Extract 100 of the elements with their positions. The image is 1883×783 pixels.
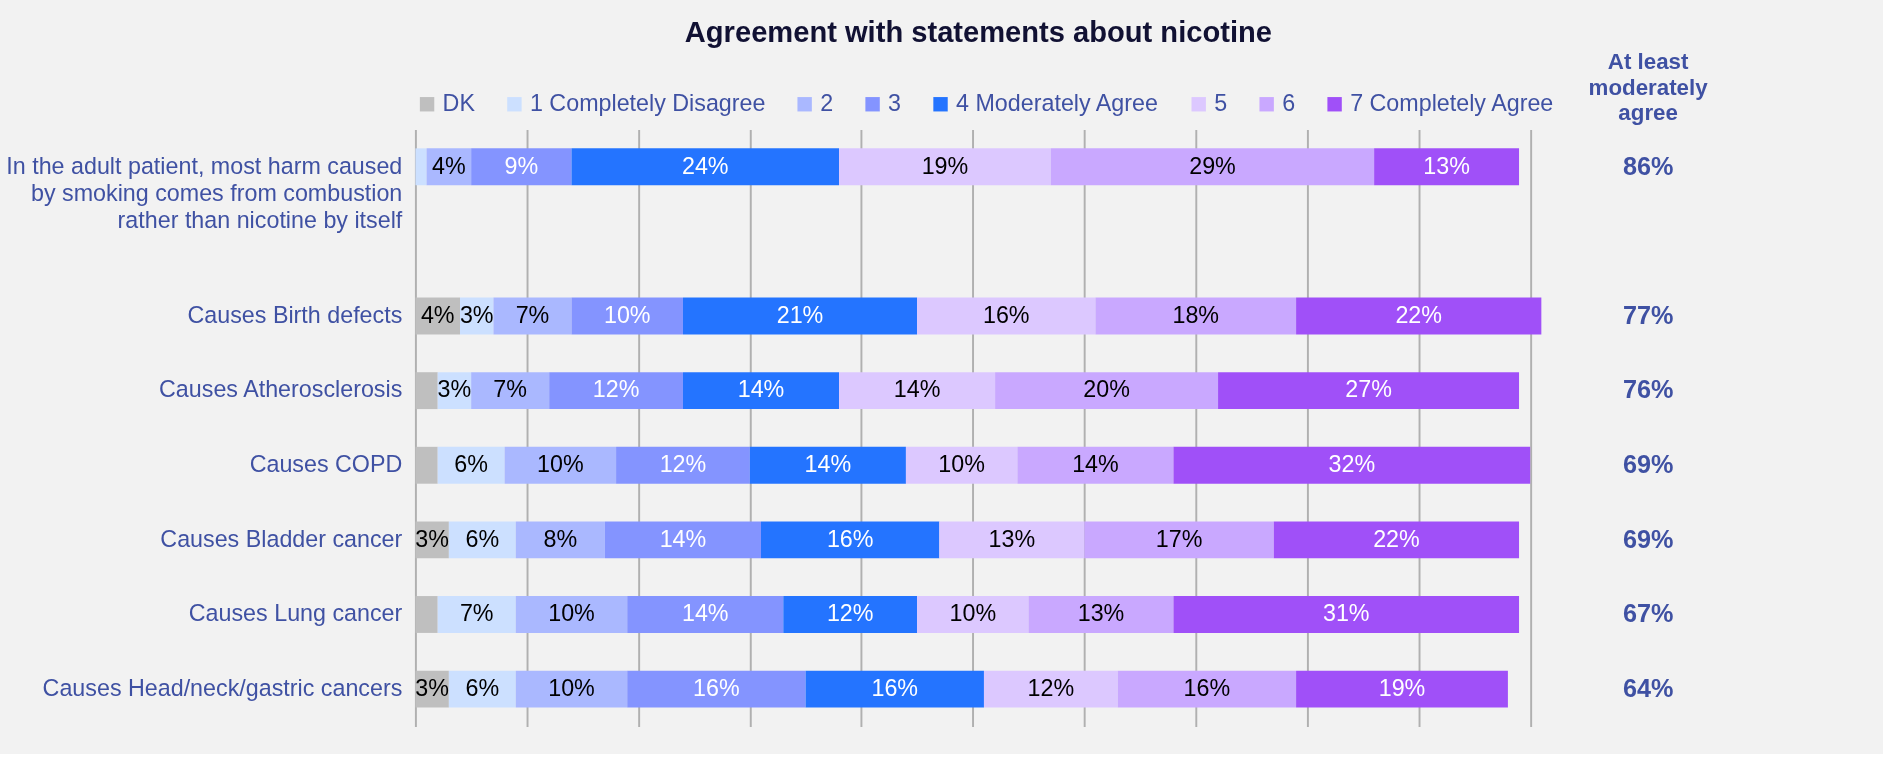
legend-label: 2	[820, 90, 834, 117]
data-label: 14%	[659, 525, 707, 552]
data-label: 22%	[1373, 525, 1420, 552]
bar	[504, 446, 617, 484]
y-tick-label: Causes Lung cancer	[188, 600, 403, 627]
data-label: 21%	[776, 301, 824, 328]
data-label: 9%	[504, 152, 539, 179]
bar	[515, 670, 628, 708]
bar	[471, 148, 572, 186]
text: 69%	[1622, 450, 1674, 479]
data-label: 12%	[1027, 674, 1075, 701]
data-label: 10%	[949, 600, 997, 627]
data-label: 14%	[737, 376, 785, 403]
bar	[437, 596, 516, 633]
text: 76%	[1622, 375, 1674, 404]
data-label: 10%	[938, 451, 985, 478]
data-label: 16%	[693, 674, 740, 701]
bar	[1273, 521, 1520, 559]
data-label: 6%	[454, 451, 488, 478]
bar	[549, 372, 683, 410]
data-label: 14%	[893, 376, 941, 403]
data-label: 3%	[415, 525, 449, 552]
data-label: 29%	[1189, 152, 1236, 179]
data-label: 10%	[548, 600, 595, 627]
text: 64%	[1622, 673, 1674, 702]
bar	[415, 148, 427, 186]
y-tick-label: In the adult patient, most harm caused by smoking comes from combustion rather than nicotine by itself	[6, 152, 403, 233]
bar	[905, 446, 1018, 484]
data-label: 12%	[592, 376, 640, 403]
data-label: 22%	[1395, 301, 1443, 328]
data-label: 4%	[420, 301, 455, 328]
text: 77%	[1622, 300, 1674, 329]
bar	[415, 596, 438, 633]
bar	[1218, 372, 1520, 410]
data-label: 14%	[1072, 451, 1119, 478]
y-tick-label: Causes Bladder cancer	[160, 525, 403, 552]
data-label: 3%	[415, 674, 449, 701]
data-label: 17%	[1155, 525, 1203, 552]
text: At least moderately agree	[1588, 49, 1709, 125]
bar	[415, 446, 438, 484]
data-label: 20%	[1083, 376, 1130, 403]
data-label: 24%	[681, 152, 729, 179]
legend-label: 5	[1214, 90, 1228, 117]
data-label: 12%	[826, 600, 874, 627]
legend-label: 6	[1282, 90, 1296, 117]
bar	[983, 670, 1118, 708]
bar	[627, 670, 806, 708]
data-label: 10%	[537, 451, 584, 478]
bar	[515, 596, 628, 633]
data-label: 32%	[1328, 451, 1376, 478]
data-label: 10%	[548, 674, 595, 701]
data-label: 14%	[804, 451, 852, 478]
data-label: 31%	[1322, 600, 1370, 627]
bar	[616, 446, 750, 484]
data-label: 19%	[1378, 674, 1426, 701]
data-label: 6%	[465, 525, 500, 552]
bar	[1028, 596, 1174, 633]
legend-label: 3	[888, 90, 902, 117]
data-label: 27%	[1345, 376, 1392, 403]
bar	[1374, 148, 1520, 186]
bar	[1296, 670, 1508, 708]
bar	[1296, 297, 1542, 335]
data-label: 6%	[465, 674, 500, 701]
y-tick-label: Causes Head/neck/gastric cancers	[42, 674, 403, 701]
data-label: 19%	[921, 152, 969, 179]
bar	[1017, 446, 1174, 484]
bar	[749, 446, 906, 484]
bar	[515, 521, 605, 559]
data-label: 18%	[1172, 301, 1220, 328]
data-label: 16%	[826, 525, 874, 552]
data-label: 14%	[681, 600, 729, 627]
chart-title: Agreement with statements about nicotine	[684, 16, 1272, 49]
bar	[761, 521, 940, 559]
data-label: 10%	[603, 301, 651, 328]
data-label: 7%	[493, 376, 528, 403]
bar	[839, 372, 996, 410]
bar	[1084, 521, 1274, 559]
bar	[571, 148, 840, 186]
data-label: 13%	[1423, 152, 1470, 179]
y-tick-label: Causes Atherosclerosis	[159, 376, 403, 403]
data-label: 16%	[1183, 674, 1231, 701]
bar	[939, 521, 1085, 559]
bar	[415, 372, 438, 410]
bar	[917, 297, 1096, 335]
legend-label: DK	[442, 90, 476, 117]
data-label: 7%	[515, 301, 550, 328]
bar	[682, 372, 840, 410]
bar	[839, 148, 1051, 186]
data-label: 13%	[988, 525, 1036, 552]
data-label: 12%	[659, 451, 707, 478]
data-label: 3%	[459, 301, 494, 328]
data-label: 16%	[871, 674, 919, 701]
data-label: 16%	[982, 301, 1030, 328]
y-tick-label: Causes COPD	[249, 451, 403, 478]
text: 86%	[1622, 151, 1674, 180]
data-label: 3%	[437, 376, 472, 403]
bar	[1173, 446, 1531, 484]
bar	[471, 372, 550, 410]
bar	[627, 596, 784, 633]
bar	[682, 297, 918, 335]
